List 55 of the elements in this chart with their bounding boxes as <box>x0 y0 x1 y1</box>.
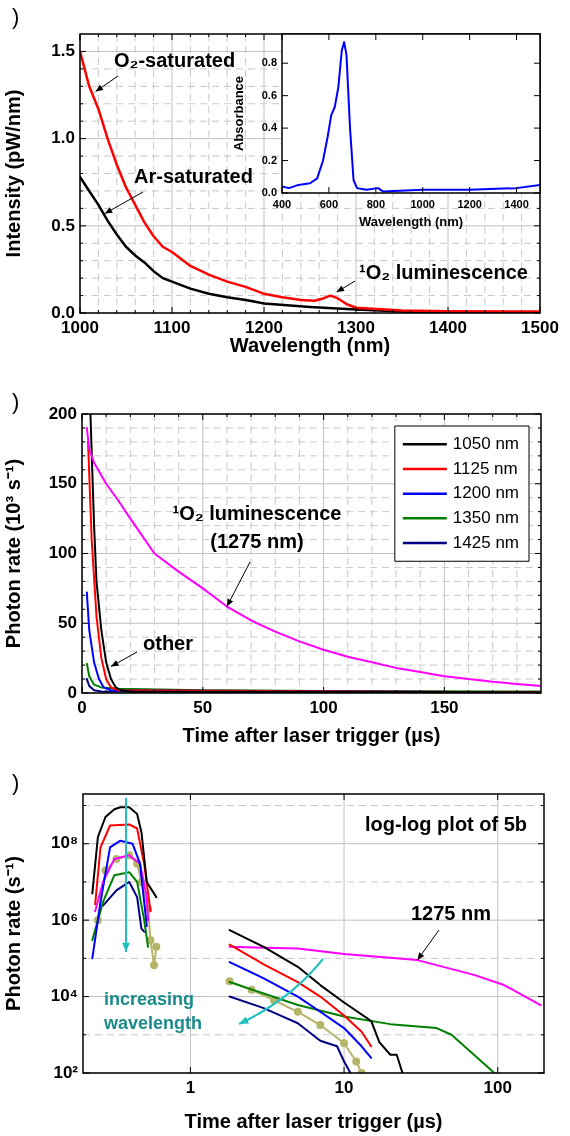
x-axis-title: Time after laser trigger (µs) <box>182 723 441 746</box>
legend-label: 1350 nm <box>452 507 520 527</box>
text: ) <box>12 770 20 796</box>
y-tick-label: 150 <box>48 473 77 493</box>
text: ) <box>12 4 20 30</box>
annotation: 1275 nm <box>410 901 492 924</box>
y-tick-label: 10² <box>53 1062 79 1082</box>
y-tick-label: 0.4 <box>261 121 278 134</box>
annotation: ¹O₂ luminescence <box>359 260 528 283</box>
y-axis-title: Photon rate (10³ s⁻¹) <box>1 458 24 649</box>
x-tick-label: 100 <box>309 697 338 717</box>
text: ) <box>12 389 20 415</box>
y-tick-label: 10⁶ <box>51 909 78 929</box>
annotation: Ar-saturated <box>134 164 253 187</box>
x-tick-label: 400 <box>272 197 292 210</box>
y-axis-title: Absorbance <box>231 75 247 152</box>
x-axis-title: Wavelength (nm) <box>358 213 464 229</box>
y-tick-label: 0.5 <box>51 215 75 235</box>
legend-label: 1200 nm <box>452 483 520 503</box>
annotation: O₂-saturated <box>114 48 236 71</box>
y-tick-label: 200 <box>48 403 77 423</box>
x-tick-label: 1400 <box>429 317 467 337</box>
x-tick-label: 1400 <box>504 197 529 210</box>
x-tick-label: 1000 <box>410 197 435 210</box>
legend-label: 1050 nm <box>452 434 520 454</box>
y-tick-label: 1.5 <box>51 41 75 61</box>
x-tick-label: 800 <box>366 197 385 210</box>
x-tick-label: 100 <box>483 1077 512 1097</box>
y-tick-label: 1.0 <box>51 128 75 148</box>
legend-label: 1125 nm <box>452 458 518 478</box>
x-tick-label: 50 <box>193 697 213 717</box>
annotation: ¹O₂ luminescence (1275 nm) <box>172 501 342 552</box>
y-tick-label: 0 <box>67 682 77 702</box>
x-tick-label: 600 <box>319 197 339 210</box>
y-tick-label: 50 <box>58 612 77 632</box>
x-tick-label: 1500 <box>521 317 559 337</box>
y-tick-label: 0.6 <box>261 88 277 101</box>
x-tick-label: 150 <box>430 697 459 717</box>
x-tick-label: 1200 <box>457 197 482 210</box>
x-tick-label: 1 <box>185 1077 196 1097</box>
y-axis-title: Photon rate (s⁻¹) <box>1 856 24 1011</box>
x-axis-title: Time after laser trigger (µs) <box>184 1109 443 1132</box>
x-tick-label: 10 <box>334 1077 354 1097</box>
annotation: increasing wavelength <box>103 988 203 1033</box>
y-tick-label: 0.2 <box>261 153 277 166</box>
y-axis-title: Intensity (pW/nm) <box>1 89 24 258</box>
y-tick-label: 100 <box>48 543 77 563</box>
y-tick-label: 10⁴ <box>50 986 78 1006</box>
annotation: log-log plot of 5b <box>364 812 528 835</box>
y-tick-label: 10⁸ <box>51 833 78 853</box>
x-tick-label: 1100 <box>153 317 191 337</box>
annotation: other <box>143 631 194 654</box>
legend-label: 1425 nm <box>452 532 520 552</box>
y-tick-label: 0.8 <box>261 56 277 69</box>
y-tick-label: 0.0 <box>261 186 277 199</box>
